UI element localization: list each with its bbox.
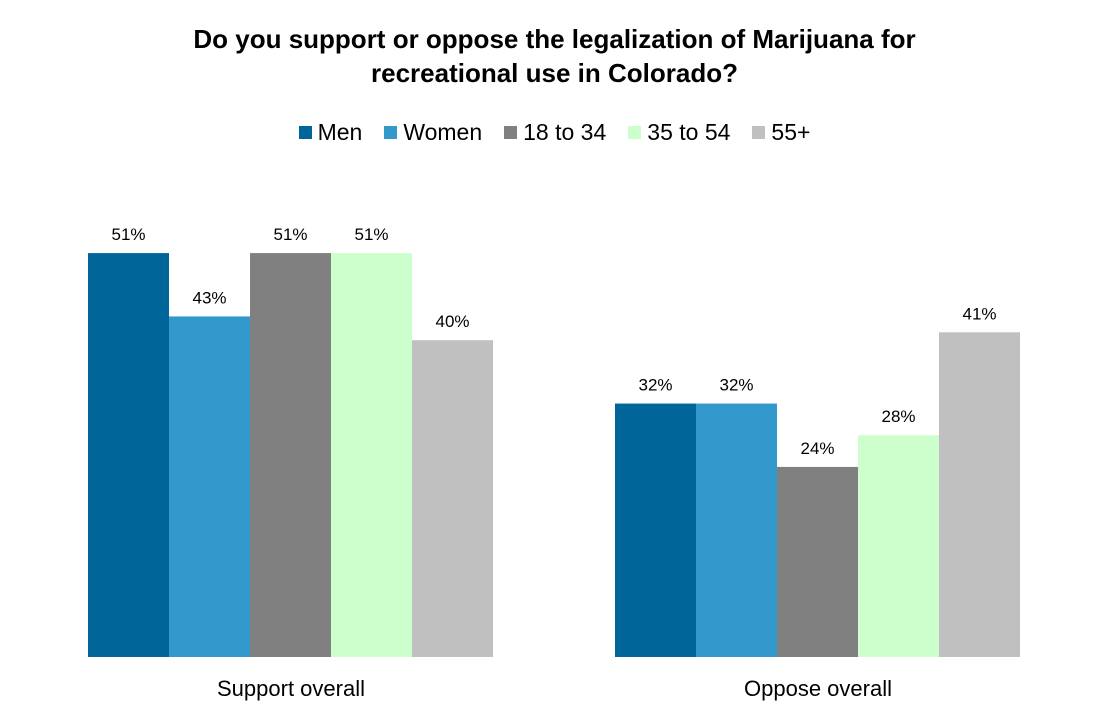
data-label-18-to-34-oppose-overall: 24%	[800, 439, 834, 458]
chart-title-line-1: Do you support or oppose the legalizatio…	[193, 24, 916, 54]
legend-label-18-to-34: 18 to 34	[523, 119, 607, 145]
legend-item-women: Women	[384, 119, 482, 146]
legend-swatch-35-to-54	[628, 126, 642, 139]
data-label-women-oppose-overall: 32%	[719, 376, 753, 395]
bar-men-oppose-overall	[615, 403, 696, 657]
data-label-men-support-overall: 51%	[111, 225, 145, 244]
bar-men-support-overall	[88, 253, 169, 657]
category-label-oppose-overall: Oppose overall	[744, 676, 892, 701]
chart-legend: Men Women 18 to 34 35 to 54 55+	[0, 119, 1109, 146]
legend-item-35-to-54: 35 to 54	[628, 119, 730, 146]
legend-label-men: Men	[317, 119, 363, 145]
legend-item-18-to-34: 18 to 34	[504, 119, 606, 146]
legend-label-55-plus: 55+	[771, 119, 811, 145]
bar-35-to-54-support-overall	[331, 253, 412, 657]
bar-35-to-54-oppose-overall	[858, 435, 939, 657]
legend-swatch-55-plus	[752, 126, 766, 139]
data-label-55-plus-oppose-overall: 41%	[962, 304, 996, 323]
legend-label-35-to-54: 35 to 54	[647, 119, 731, 145]
data-label-35-to-54-support-overall: 51%	[354, 225, 388, 244]
chart-title-line-2: recreational use in Colorado?	[371, 58, 738, 88]
bar-women-oppose-overall	[696, 403, 777, 657]
category-label-support-overall: Support overall	[217, 676, 365, 701]
data-label-18-to-34-support-overall: 51%	[273, 225, 307, 244]
bar-women-support-overall	[169, 316, 250, 657]
legend-swatch-women	[384, 126, 398, 139]
bar-55-plus-oppose-overall	[939, 332, 1020, 657]
bar-18-to-34-oppose-overall	[777, 466, 858, 657]
legend-swatch-18-to-34	[504, 126, 518, 139]
data-label-35-to-54-oppose-overall: 28%	[881, 407, 915, 426]
legend-swatch-men	[298, 126, 312, 139]
bar-55-plus-support-overall	[412, 340, 493, 657]
legend-label-women: Women	[403, 119, 483, 145]
data-label-55-plus-support-overall: 40%	[435, 312, 469, 331]
bar-18-to-34-support-overall	[250, 253, 331, 657]
chart-title: Do you support or oppose the legalizatio…	[0, 22, 1109, 90]
legend-item-men: Men	[298, 119, 363, 146]
data-label-men-oppose-overall: 32%	[638, 376, 672, 395]
data-label-women-support-overall: 43%	[192, 288, 226, 307]
legend-item-55-plus: 55+	[752, 119, 810, 146]
